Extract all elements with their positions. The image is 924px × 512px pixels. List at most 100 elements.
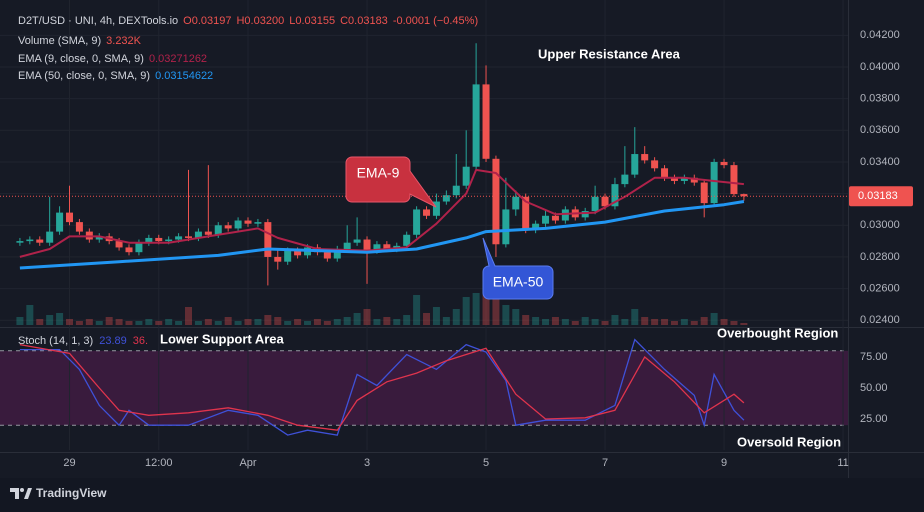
candle-body [373, 244, 381, 251]
x-tick-label: Apr [239, 457, 256, 469]
y-tick-label: 0.03800 [860, 93, 900, 105]
x-tick-label: 5 [483, 457, 489, 469]
callout-box [482, 237, 554, 300]
candle-body [621, 174, 629, 185]
candle-body [36, 239, 44, 243]
volume-bar [165, 319, 173, 325]
candle-body [502, 209, 510, 245]
last-price-box [849, 186, 913, 207]
volume-bar [234, 321, 242, 325]
candle-body [611, 184, 619, 207]
y-tick-label: 0.02600 [860, 282, 900, 294]
candle-body [353, 239, 361, 243]
candle-body [294, 250, 302, 256]
volume-bar [581, 317, 589, 325]
candle-body [323, 252, 331, 259]
y-tick-label: 0.02800 [860, 251, 900, 263]
volume-bar [641, 317, 649, 325]
legend-text: EMA (9, close, 0, SMA, 9) [18, 53, 144, 65]
candle-body [542, 215, 550, 224]
annotation: Upper Resistance Area [538, 46, 681, 61]
legend-text: C0.03183 [340, 15, 388, 27]
candle-body [204, 231, 212, 235]
volume-bar [482, 295, 490, 325]
ema-line [19, 200, 745, 270]
volume-bar [214, 321, 222, 325]
volume-bar [413, 295, 421, 325]
volume-bar [145, 319, 153, 325]
volume-bar [631, 309, 639, 325]
volume-bar [204, 319, 212, 325]
y-tick-label: 0.03600 [860, 124, 900, 136]
candle-body [165, 239, 173, 242]
y-tick-label: 0.03000 [860, 219, 900, 231]
candle-body [46, 231, 54, 243]
candle-body [95, 236, 103, 240]
volume-bar [532, 317, 540, 325]
candle-body [333, 249, 341, 259]
stoch-line [19, 343, 745, 431]
candle-body [512, 196, 520, 210]
volume-bar [651, 319, 659, 325]
candle-body [66, 212, 74, 223]
volume-bar [680, 319, 688, 325]
legend-text: 23.89 [99, 335, 127, 347]
candle-body [532, 223, 540, 231]
last-price-label: 0.03183 [858, 190, 898, 202]
candle-body [284, 250, 292, 262]
stoch-tick-label: 50.00 [860, 382, 888, 394]
volume-bar [710, 313, 718, 325]
volume-bar [304, 321, 312, 325]
volume-bar [313, 319, 321, 325]
x-tick-label: 29 [63, 457, 75, 469]
candle-body [135, 242, 143, 253]
candle-body [343, 242, 351, 250]
legend-text: H0.03200 [236, 15, 284, 27]
volume-bar [135, 321, 143, 325]
candle-body [601, 196, 609, 207]
candle-body [670, 177, 678, 181]
y-tick-label: 0.02400 [860, 314, 900, 326]
candle-body [452, 185, 460, 196]
annotation: Overbought Region [717, 325, 838, 340]
candle-body [641, 154, 649, 161]
volume-bar [46, 315, 54, 325]
volume-bar [472, 293, 480, 325]
candle-body [115, 241, 123, 248]
volume-bar [740, 323, 748, 325]
candle-body [561, 209, 569, 221]
volume-bar [264, 315, 272, 325]
candle-body [403, 234, 411, 246]
legend-text: Stoch (14, 1, 3) [18, 335, 93, 347]
footer-bar [0, 478, 924, 512]
volume-bar [294, 319, 302, 325]
volume-bar [730, 321, 738, 325]
volume-bar [571, 321, 579, 325]
candle-body [551, 215, 559, 221]
volume-bar [155, 321, 163, 325]
volume-bar [591, 319, 599, 325]
candle-body [631, 154, 639, 175]
volume-bar [373, 319, 381, 325]
candle-body [680, 177, 688, 181]
x-tick-label: 11 [837, 457, 848, 469]
candle-body [720, 161, 728, 166]
legend-text: 0.03271262 [149, 53, 207, 65]
volume-bar [502, 305, 510, 325]
volume-bar [254, 319, 262, 325]
candle-body [125, 247, 133, 253]
legend-line: EMA (50, close, 0, SMA, 9) 0.03154622 [18, 70, 213, 82]
volume-bar [661, 319, 669, 325]
volume-bar [720, 319, 728, 325]
volume-bar [343, 317, 351, 325]
legend-text: Volume (SMA, 9) [18, 35, 101, 47]
volume-bar [700, 317, 708, 325]
candle-body [383, 244, 391, 250]
volume-bar [462, 297, 470, 325]
volume-bar [194, 321, 202, 325]
candle-body [581, 211, 589, 218]
x-tick-label: 9 [721, 457, 727, 469]
legend-text: 0.03154622 [155, 70, 213, 82]
volume-bar [224, 317, 232, 325]
